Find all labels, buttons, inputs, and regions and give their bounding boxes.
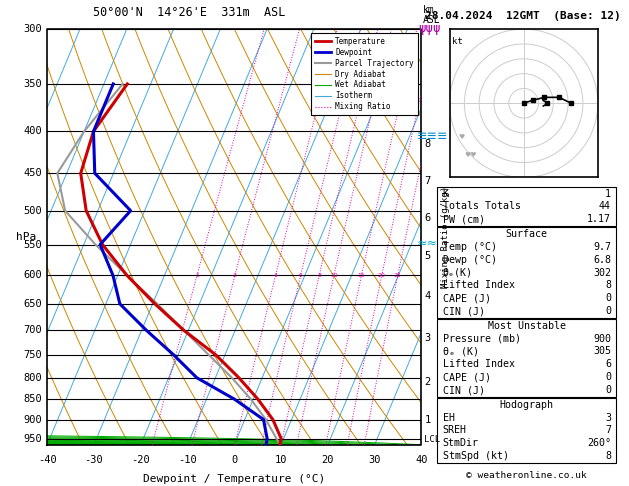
Text: 0: 0	[605, 306, 611, 316]
Text: 28.04.2024  12GMT  (Base: 12): 28.04.2024 12GMT (Base: 12)	[425, 11, 620, 21]
Text: 8: 8	[605, 451, 611, 461]
Text: 40: 40	[415, 455, 428, 465]
Text: 2: 2	[233, 273, 237, 278]
Text: 350: 350	[23, 79, 42, 89]
Text: 850: 850	[23, 394, 42, 404]
Text: 20: 20	[378, 273, 386, 278]
Text: PW (cm): PW (cm)	[443, 214, 484, 225]
Text: © weatheronline.co.uk: © weatheronline.co.uk	[467, 471, 587, 480]
Text: LCL: LCL	[425, 435, 440, 444]
Text: -20: -20	[131, 455, 150, 465]
Bar	[437, 398, 616, 463]
Text: 8: 8	[425, 139, 431, 150]
Text: θₑ (K): θₑ (K)	[443, 347, 479, 357]
Text: Lifted Index: Lifted Index	[443, 280, 515, 291]
Text: 950: 950	[23, 434, 42, 444]
Text: 800: 800	[23, 373, 42, 382]
Text: Hodograph: Hodograph	[500, 399, 554, 410]
Legend: Temperature, Dewpoint, Parcel Trajectory, Dry Adiabat, Wet Adiabat, Isotherm, Mi: Temperature, Dewpoint, Parcel Trajectory…	[311, 33, 418, 115]
Text: 5: 5	[425, 251, 431, 261]
Text: 6: 6	[605, 360, 611, 369]
Text: 0: 0	[605, 294, 611, 303]
Text: 305: 305	[593, 347, 611, 357]
Text: km
ASL: km ASL	[423, 5, 441, 25]
Text: CAPE (J): CAPE (J)	[443, 294, 491, 303]
Text: 2: 2	[425, 377, 431, 387]
Text: 10: 10	[330, 273, 338, 278]
Bar	[437, 187, 616, 226]
Bar	[437, 319, 616, 397]
Text: 8: 8	[605, 280, 611, 291]
Text: CIN (J): CIN (J)	[443, 306, 484, 316]
Text: 0: 0	[605, 385, 611, 395]
Text: CAPE (J): CAPE (J)	[443, 372, 491, 382]
Text: 7: 7	[605, 425, 611, 435]
Text: 7: 7	[425, 176, 431, 186]
Text: CIN (J): CIN (J)	[443, 385, 484, 395]
Text: 1: 1	[605, 189, 611, 199]
Text: Lifted Index: Lifted Index	[443, 360, 515, 369]
Text: K: K	[443, 189, 448, 199]
Text: StmSpd (kt): StmSpd (kt)	[443, 451, 508, 461]
Text: SREH: SREH	[443, 425, 467, 435]
Text: 1: 1	[195, 273, 199, 278]
Text: EH: EH	[443, 413, 455, 422]
Text: 0: 0	[231, 455, 237, 465]
Text: Surface: Surface	[506, 229, 548, 239]
Text: 10: 10	[275, 455, 287, 465]
Text: -30: -30	[84, 455, 103, 465]
Text: 300: 300	[23, 24, 42, 34]
Text: 3: 3	[425, 333, 431, 343]
Text: ♥♥: ♥♥	[464, 152, 477, 157]
Text: Most Unstable: Most Unstable	[487, 321, 566, 330]
Text: 6: 6	[425, 213, 431, 223]
Text: ♥: ♥	[459, 134, 465, 140]
Text: 650: 650	[23, 299, 42, 309]
Text: 4: 4	[425, 291, 431, 301]
Text: 1.17: 1.17	[587, 214, 611, 225]
Text: Mixing Ratio (g/kg): Mixing Ratio (g/kg)	[442, 186, 450, 288]
Text: kt: kt	[452, 36, 463, 46]
Text: 900: 900	[593, 333, 611, 344]
Text: 700: 700	[23, 325, 42, 335]
Text: -10: -10	[178, 455, 197, 465]
Text: 450: 450	[23, 168, 42, 178]
Text: Temp (°C): Temp (°C)	[443, 242, 496, 252]
Text: 260°: 260°	[587, 438, 611, 449]
Text: 20: 20	[321, 455, 334, 465]
Text: 400: 400	[23, 126, 42, 137]
Text: 750: 750	[23, 350, 42, 360]
Text: 25: 25	[394, 273, 402, 278]
Text: 600: 600	[23, 271, 42, 280]
Text: 8: 8	[317, 273, 321, 278]
Text: hPa: hPa	[16, 232, 36, 242]
Text: 6: 6	[299, 273, 303, 278]
Text: Dewp (°C): Dewp (°C)	[443, 255, 496, 264]
Text: Dewpoint / Temperature (°C): Dewpoint / Temperature (°C)	[143, 474, 325, 484]
Text: 1: 1	[425, 415, 431, 425]
Text: ψψψ: ψψψ	[418, 22, 441, 35]
Text: 550: 550	[23, 240, 42, 249]
Text: 3: 3	[605, 413, 611, 422]
Text: 44: 44	[599, 202, 611, 211]
Text: ≡≡≡: ≡≡≡	[417, 130, 448, 142]
Text: Pressure (mb): Pressure (mb)	[443, 333, 521, 344]
Text: 50°00'N  14°26'E  331m  ASL: 50°00'N 14°26'E 331m ASL	[93, 6, 286, 19]
Text: -40: -40	[38, 455, 57, 465]
Text: 6.8: 6.8	[593, 255, 611, 264]
Text: Totals Totals: Totals Totals	[443, 202, 521, 211]
Text: ≈≈: ≈≈	[417, 237, 438, 249]
Bar	[437, 227, 616, 318]
Text: 0: 0	[605, 372, 611, 382]
Text: 9.7: 9.7	[593, 242, 611, 252]
Text: θₑ(K): θₑ(K)	[443, 267, 472, 278]
Text: 302: 302	[593, 267, 611, 278]
Text: StmDir: StmDir	[443, 438, 479, 449]
Text: 900: 900	[23, 415, 42, 425]
Text: 4: 4	[274, 273, 277, 278]
Text: 15: 15	[358, 273, 365, 278]
Text: 30: 30	[369, 455, 381, 465]
Text: 500: 500	[23, 206, 42, 216]
